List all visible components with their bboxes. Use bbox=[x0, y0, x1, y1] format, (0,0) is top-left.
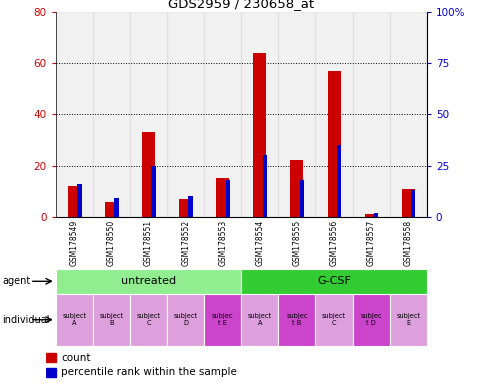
Bar bbox=[188, 197, 193, 217]
Bar bbox=[373, 213, 378, 217]
Bar bbox=[68, 186, 81, 217]
Bar bbox=[253, 53, 266, 217]
Text: GSM178554: GSM178554 bbox=[255, 220, 264, 266]
Bar bbox=[352, 294, 389, 346]
Text: individual: individual bbox=[2, 314, 50, 325]
Bar bbox=[204, 12, 241, 217]
Bar bbox=[93, 12, 130, 217]
Text: GSM178555: GSM178555 bbox=[292, 220, 301, 266]
Bar bbox=[105, 202, 118, 217]
Bar bbox=[364, 214, 377, 217]
Bar bbox=[262, 156, 267, 217]
Bar bbox=[93, 294, 130, 346]
Bar bbox=[179, 199, 192, 217]
Bar bbox=[166, 294, 204, 346]
Bar bbox=[278, 12, 315, 217]
Bar bbox=[225, 180, 229, 217]
Bar bbox=[299, 180, 303, 217]
Text: subject
E: subject E bbox=[395, 313, 420, 326]
Bar bbox=[241, 294, 278, 346]
Bar bbox=[327, 71, 340, 217]
Text: subjec
t E: subjec t E bbox=[212, 313, 233, 326]
Text: untreated: untreated bbox=[121, 276, 176, 286]
Bar bbox=[151, 166, 155, 217]
Text: subject
B: subject B bbox=[99, 313, 123, 326]
Text: count: count bbox=[61, 353, 91, 363]
Title: GDS2959 / 230658_at: GDS2959 / 230658_at bbox=[168, 0, 314, 10]
Bar bbox=[389, 12, 426, 217]
Text: GSM178556: GSM178556 bbox=[329, 220, 338, 266]
Bar bbox=[336, 145, 341, 217]
Bar bbox=[56, 269, 241, 294]
Text: subjec
t D: subjec t D bbox=[360, 313, 381, 326]
Bar bbox=[166, 12, 204, 217]
Text: subject
C: subject C bbox=[136, 313, 160, 326]
Text: G-CSF: G-CSF bbox=[317, 276, 350, 286]
Bar bbox=[241, 269, 426, 294]
Bar bbox=[290, 161, 303, 217]
Bar bbox=[241, 12, 278, 217]
Bar bbox=[389, 294, 426, 346]
Bar bbox=[352, 12, 389, 217]
Text: GSM178550: GSM178550 bbox=[106, 220, 116, 266]
Bar bbox=[56, 294, 93, 346]
Bar bbox=[401, 189, 414, 217]
Text: subjec
t B: subjec t B bbox=[286, 313, 307, 326]
Text: GSM178552: GSM178552 bbox=[181, 220, 190, 266]
Text: GSM178553: GSM178553 bbox=[218, 220, 227, 266]
Bar bbox=[204, 294, 241, 346]
Text: subject
D: subject D bbox=[173, 313, 197, 326]
Text: agent: agent bbox=[2, 276, 30, 286]
Bar bbox=[216, 179, 229, 217]
Bar bbox=[130, 294, 166, 346]
Bar bbox=[46, 368, 56, 377]
Text: GSM178549: GSM178549 bbox=[70, 220, 79, 266]
Bar bbox=[56, 12, 93, 217]
Text: GSM178557: GSM178557 bbox=[366, 220, 375, 266]
Text: subject
A: subject A bbox=[247, 313, 272, 326]
Bar bbox=[142, 132, 155, 217]
Text: subject
A: subject A bbox=[62, 313, 86, 326]
Text: subject
C: subject C bbox=[321, 313, 346, 326]
Text: percentile rank within the sample: percentile rank within the sample bbox=[61, 367, 237, 377]
Text: GSM178551: GSM178551 bbox=[144, 220, 153, 266]
Bar bbox=[46, 353, 56, 362]
Bar bbox=[410, 190, 415, 217]
Bar bbox=[114, 199, 119, 217]
Text: GSM178558: GSM178558 bbox=[403, 220, 412, 266]
Bar bbox=[315, 12, 352, 217]
Bar bbox=[130, 12, 166, 217]
Bar bbox=[77, 184, 81, 217]
Bar bbox=[278, 294, 315, 346]
Bar bbox=[315, 294, 352, 346]
